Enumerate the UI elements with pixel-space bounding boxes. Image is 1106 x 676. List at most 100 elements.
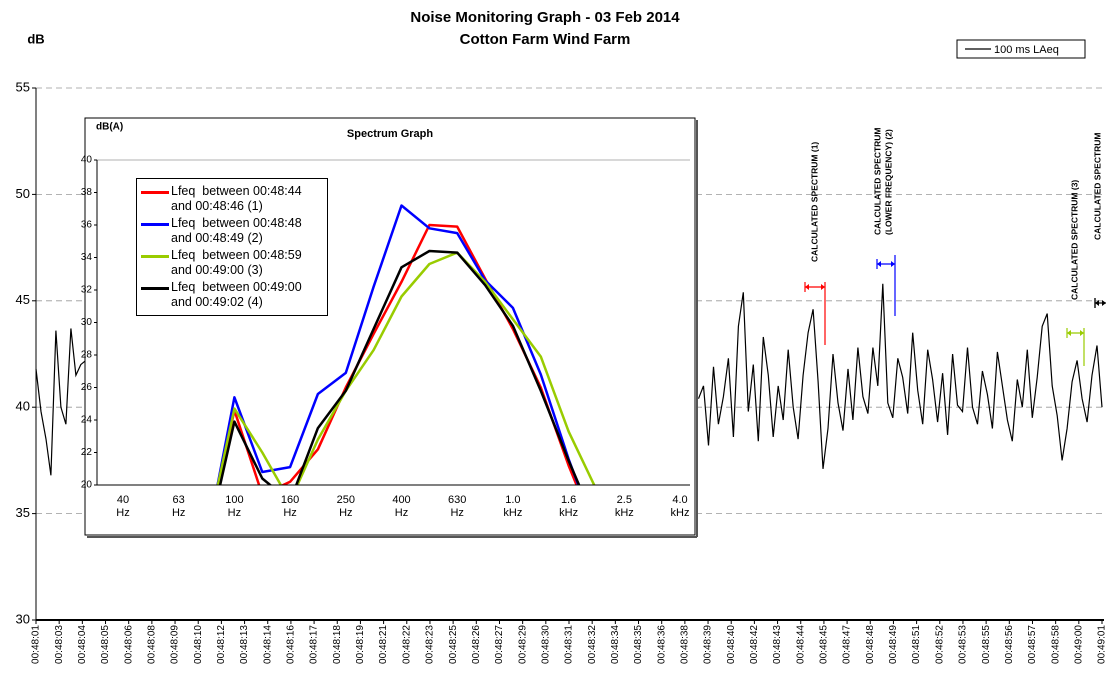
x-tick-label: 00:48:55	[981, 625, 992, 664]
legend-swatch	[141, 287, 169, 290]
annotation: CALCULATED SPECTRUM	[1092, 132, 1102, 240]
x-tick-label: 63 Hz	[171, 494, 186, 519]
x-tick-label: 00:48:39	[703, 625, 714, 664]
legend-label: Lfeq between 00:49:00 and 00:49:02 (4)	[171, 280, 306, 309]
x-tick-label: 00:48:23	[425, 625, 436, 664]
x-tick-label: 00:48:35	[633, 625, 644, 664]
x-tick-label: 00:48:10	[193, 625, 204, 664]
arrow-head	[1095, 300, 1106, 306]
annotation: (LOWER FREQUENCY) (2)	[883, 129, 893, 235]
x-tick-label: 00:48:12	[216, 625, 227, 664]
y-tick-label: 50	[16, 186, 30, 201]
x-tick-label: 2.5 kHz	[614, 494, 634, 519]
y-tick-label: 38	[81, 187, 93, 198]
x-tick-label: 00:48:45	[819, 625, 830, 664]
data-line	[218, 249, 581, 485]
x-tick-label: 00:48:38	[680, 625, 691, 664]
x-tick-label: 00:48:25	[448, 625, 459, 664]
x-tick-label: 160 Hz	[280, 494, 300, 519]
legend-item: Lfeq between 00:49:00 and 00:49:02 (4)	[141, 280, 321, 310]
x-tick-label: 00:48:58	[1050, 625, 1061, 664]
y-tick-label: 32	[81, 285, 93, 296]
x-tick-label: 1.6 kHz	[559, 494, 579, 519]
legend-swatch	[141, 255, 169, 258]
x-tick-label: 00:48:42	[749, 625, 760, 664]
x-tick-label: 00:48:06	[123, 625, 134, 664]
x-tick-label: 00:48:34	[610, 625, 621, 664]
x-tick-label: 00:48:48	[865, 625, 876, 664]
x-tick-label: 00:48:30	[540, 625, 551, 664]
x-tick-label: 00:48:13	[239, 625, 250, 664]
legend-label: Lfeq between 00:48:48 and 00:48:49 (2)	[171, 216, 306, 245]
x-tick-label: 00:48:14	[262, 625, 273, 664]
x-tick-label: 00:49:01	[1097, 625, 1106, 664]
y-tick-label: 40	[81, 155, 93, 166]
y-tick-label: 26	[81, 382, 93, 393]
legend-item: Lfeq between 00:48:44 and 00:48:46 (1)	[141, 184, 321, 214]
chart-title: Noise Monitoring Graph - 03 Feb 2014	[410, 9, 680, 26]
x-tick-label: 00:48:22	[401, 625, 412, 664]
y-tick-label: 40	[16, 399, 30, 414]
y-tick-label: 30	[81, 317, 93, 328]
x-tick-label: 00:48:44	[795, 625, 806, 664]
x-tick-label: 00:48:26	[471, 625, 482, 664]
x-tick-label: 00:48:43	[772, 625, 783, 664]
x-tick-label: 4.0 kHz	[670, 494, 690, 519]
legend-label: Lfeq between 00:48:44 and 00:48:46 (1)	[171, 184, 306, 213]
x-tick-label: 00:48:01	[31, 625, 42, 664]
legend-swatch	[141, 223, 169, 226]
annotation: CALCULATED SPECTRUM (3)	[1069, 180, 1079, 300]
x-tick-label: 00:48:53	[958, 625, 969, 664]
y-tick-label: 34	[81, 252, 93, 263]
data-line	[35, 283, 1103, 476]
x-tick-label: 00:48:19	[355, 625, 366, 664]
x-tick-label: 00:48:09	[170, 625, 181, 664]
y-tick-label: 28	[81, 350, 93, 361]
chart-subtitle: Cotton Farm Wind Farm	[460, 31, 631, 48]
inset-title: Spectrum Graph	[347, 128, 433, 140]
x-tick-label: 00:48:27	[494, 625, 505, 664]
y-tick-label: 24	[81, 415, 93, 426]
annotation: CALCULATED SPECTRUM	[872, 127, 882, 235]
arrow-head	[805, 284, 825, 290]
y-tick-label: 45	[16, 292, 30, 307]
x-tick-label: 1.0 kHz	[503, 494, 523, 519]
x-tick-label: 00:48:36	[656, 625, 667, 664]
inset-y-label: dB(A)	[96, 122, 123, 133]
x-tick-label: 400 Hz	[392, 494, 411, 519]
y-tick-label: 55	[16, 79, 30, 94]
y-axis-label: dB	[27, 31, 44, 46]
x-tick-label: 250 Hz	[336, 494, 355, 519]
legend-item: Lfeq between 00:48:48 and 00:48:49 (2)	[141, 216, 321, 246]
y-tick-label: 20	[81, 480, 93, 491]
x-tick-label: 00:48:29	[517, 625, 528, 664]
x-tick-label: 00:48:40	[726, 625, 737, 664]
x-tick-label: 00:48:03	[54, 625, 65, 664]
x-tick-label: 00:48:16	[286, 625, 297, 664]
y-tick-label: 35	[16, 505, 30, 520]
legend-box	[956, 39, 1086, 59]
x-tick-label: 00:48:31	[564, 625, 575, 664]
legend-item: Lfeq between 00:48:59 and 00:49:00 (3)	[141, 248, 321, 278]
y-tick-label: 36	[81, 220, 93, 231]
x-tick-label: 00:49:00	[1073, 625, 1084, 664]
x-tick-label: 00:48:57	[1027, 625, 1038, 664]
x-tick-label: 00:48:32	[587, 625, 598, 664]
x-tick-label: 00:48:18	[332, 625, 343, 664]
x-tick-label: 00:48:52	[934, 625, 945, 664]
x-tick-label: 630 Hz	[448, 494, 467, 519]
legend-label: Lfeq between 00:48:59 and 00:49:00 (3)	[171, 248, 306, 277]
x-tick-label: 00:48:05	[100, 625, 111, 664]
legend: Lfeq between 00:48:44 and 00:48:46 (1) Lf…	[136, 178, 328, 316]
x-tick-label: 100 Hz	[225, 494, 244, 519]
x-tick-label: 00:48:47	[842, 625, 853, 664]
data-line	[216, 251, 596, 485]
x-tick-label: 00:48:08	[147, 625, 158, 664]
x-tick-label: 00:48:17	[309, 625, 320, 664]
annotation: CALCULATED SPECTRUM (1)	[809, 142, 819, 262]
legend-swatch	[141, 191, 169, 194]
arrow-head	[1067, 330, 1084, 336]
x-tick-label: 00:48:04	[77, 625, 88, 664]
